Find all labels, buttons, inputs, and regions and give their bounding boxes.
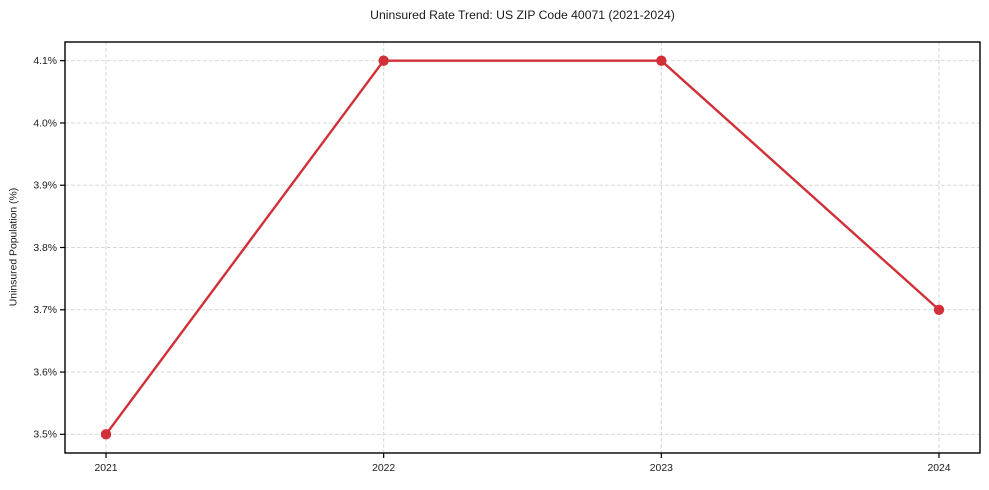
x-tick-label: 2024 <box>927 463 950 474</box>
x-tick-label: 2022 <box>372 463 395 474</box>
y-tick-label: 3.9% <box>33 181 57 192</box>
data-point-marker <box>100 429 112 440</box>
x-tick-label: 2021 <box>94 463 117 474</box>
y-tick-label: 3.8% <box>33 243 57 254</box>
y-tick-label: 4.0% <box>33 118 57 129</box>
chart-title: Uninsured Rate Trend: US ZIP Code 40071 … <box>370 8 675 22</box>
data-point-marker <box>656 55 667 66</box>
y-tick-label: 3.5% <box>33 430 57 441</box>
data-point-marker <box>933 304 945 315</box>
y-tick-label: 3.7% <box>33 305 57 316</box>
trend-line <box>104 59 941 436</box>
data-point-marker <box>378 55 389 66</box>
y-tick-label: 4.1% <box>33 56 57 67</box>
x-tick-label: 2023 <box>650 463 673 474</box>
y-tick-label: 3.6% <box>33 367 57 378</box>
